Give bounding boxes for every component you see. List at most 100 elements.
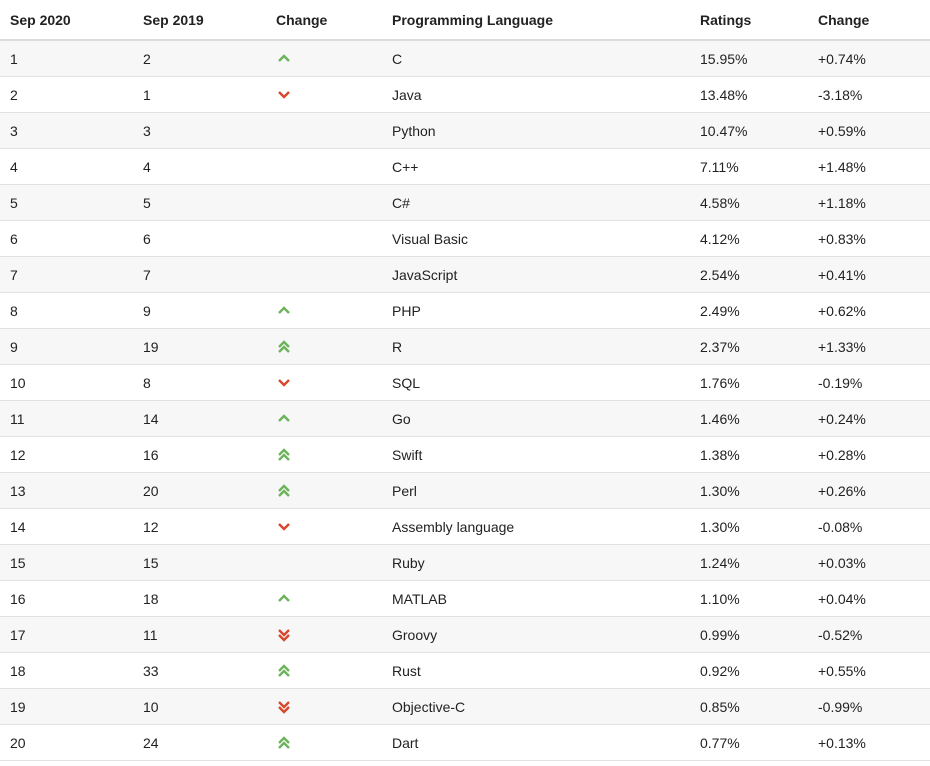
chevron [278,306,290,314]
table-row: 4 4 C++ 7.11% +1.48% [0,149,930,185]
header-cell: Ratings [700,12,752,28]
table-cell: 6 [143,231,151,247]
table-cell: +0.74% [818,51,866,67]
table-cell: 13 [10,483,26,499]
change-icon [278,340,290,353]
chevron [278,345,290,353]
table-cell: 20 [143,483,159,499]
change-icon [278,484,290,497]
table-cell: 8 [143,375,151,391]
table-cell: 4.58% [700,195,740,211]
table-cell: Assembly language [392,519,515,535]
table-cell: 9 [10,339,18,355]
table-cell: 1.24% [700,555,740,571]
table-cell: 14 [10,519,26,535]
table-cell: 20 [10,735,26,751]
table-row: 18 33 Rust 0.92% +0.55% [0,653,930,689]
table-row: 15 15 Ruby 1.24% +0.03% [0,545,930,581]
header-cell: Change [818,12,870,28]
table-cell: MATLAB [392,591,447,607]
change-icon [278,91,290,99]
table-cell: +0.83% [818,231,866,247]
table-cell: 13.48% [700,87,748,103]
table-cell: C [392,51,403,67]
table-cell: Perl [392,483,417,499]
table-cell: 0.77% [700,735,740,751]
table-cell: 15 [10,555,26,571]
chevron [278,669,290,677]
table-cell: 5 [143,195,151,211]
table-cell: R [392,339,403,355]
table-cell: C++ [392,159,419,175]
table-cell: 3 [10,123,18,139]
table-cell: 0.92% [700,663,740,679]
chevron [278,629,290,637]
table-cell: 18 [143,591,159,607]
chevron [278,484,290,492]
table-cell: -0.19% [818,375,863,391]
change-icon [278,448,290,461]
table-cell: 2 [10,87,18,103]
table-cell: 16 [10,591,26,607]
table-row: 12 16 Swift 1.38% +0.28% [0,437,930,473]
table-cell: 19 [143,339,159,355]
table-cell: +0.62% [818,303,866,319]
chevron [278,489,290,497]
header-cell: Sep 2020 [10,12,71,28]
table-cell: +0.41% [818,267,866,283]
chevron [278,634,290,642]
table-row: 16 18 MATLAB 1.10% +0.04% [0,581,930,617]
table-row: 6 6 Visual Basic 4.12% +0.83% [0,221,930,257]
table-cell: +0.04% [818,591,866,607]
table-row: 14 12 Assembly language 1.30% -0.08% [0,509,930,545]
table-cell: +1.18% [818,195,866,211]
table-cell: 2.49% [700,303,740,319]
table-cell: 0.85% [700,699,740,715]
table-cell: Java [392,87,422,103]
table-cell: -0.99% [818,699,863,715]
table-cell: Go [392,411,411,427]
table-cell: 4 [143,159,151,175]
table-cell: JavaScript [392,267,458,283]
table-cell: Rust [392,663,421,679]
change-icon [278,523,290,531]
change-icon [278,379,290,387]
table-cell: +0.13% [818,735,866,751]
header-row: Sep 2020 Sep 2019 Change Programming Langua… [0,0,930,41]
table-cell: 7 [143,267,151,283]
table-cell: 4.12% [700,231,740,247]
table-cell: Python [392,123,436,139]
table-cell: 19 [10,699,26,715]
table-cell: Objective-C [392,699,466,715]
change-icon [278,629,290,642]
table-cell: 1.38% [700,447,740,463]
table-cell: -0.52% [818,627,863,643]
table-row: 1 2 C 15.95% +0.74% [0,41,930,77]
table-cell: +1.48% [818,159,866,175]
table-cell: 1 [10,51,18,67]
table-cell: -3.18% [818,87,863,103]
table-cell: 7.11% [700,159,739,175]
table-cell: 16 [143,447,159,463]
table-cell: 9 [143,303,151,319]
chevron [278,379,290,387]
table-cell: 1.76% [700,375,740,391]
table-cell: 10 [10,375,26,391]
table-row: 2 1 Java 13.48% -3.18% [0,77,930,113]
chevron [278,91,290,99]
chevron [278,594,290,602]
chevron [278,701,290,709]
table-cell: 1 [143,87,151,103]
chevron [278,414,290,422]
table-cell: +0.28% [818,447,866,463]
table-cell: +0.24% [818,411,866,427]
table-cell: 11 [143,627,158,643]
change-icon [278,701,290,714]
table-row: 20 24 Dart 0.77% +0.13% [0,725,930,761]
table-row: 7 7 JavaScript 2.54% +0.41% [0,257,930,293]
table-cell: 14 [143,411,159,427]
table-cell: 8 [10,303,18,319]
table-cell: 15.95% [700,51,748,67]
table-cell: +0.59% [818,123,866,139]
